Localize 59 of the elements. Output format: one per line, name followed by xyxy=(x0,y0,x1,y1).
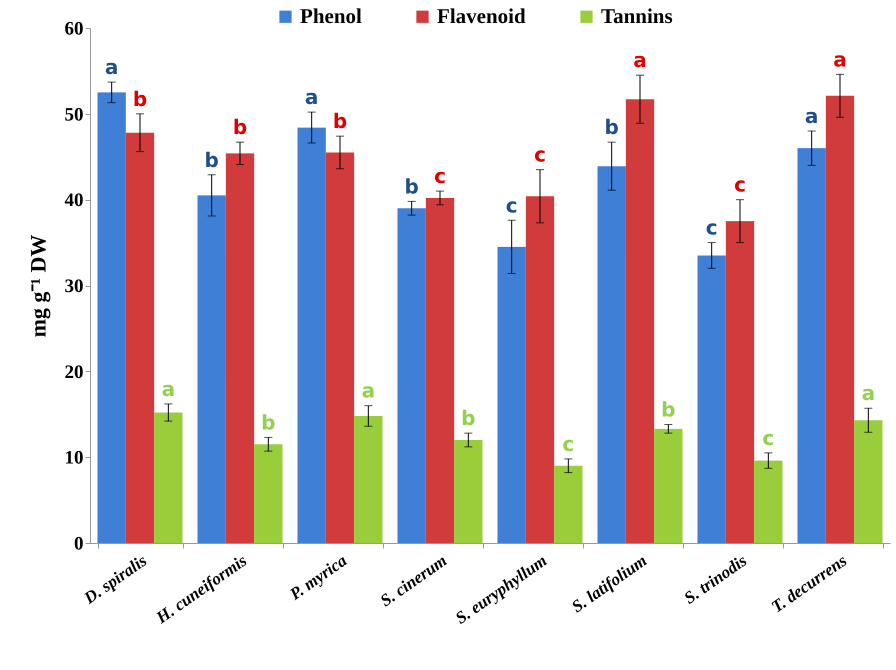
data-label: a xyxy=(304,85,318,110)
bar xyxy=(498,246,526,543)
data-label: b xyxy=(204,148,219,172)
data-label: b xyxy=(461,406,476,430)
y-axis-title: mg g⁻¹ DW xyxy=(26,234,50,338)
data-label: c xyxy=(762,426,774,450)
y-tick-label: 40 xyxy=(64,190,84,212)
data-label: a xyxy=(162,376,176,401)
bar xyxy=(598,166,626,543)
bar xyxy=(854,420,882,543)
data-label: c xyxy=(562,432,574,456)
legend-label: Phenol xyxy=(300,4,362,28)
data-label: a xyxy=(804,104,818,128)
y-tick-label: 10 xyxy=(64,448,84,469)
data-label: b xyxy=(132,86,148,111)
data-label: a xyxy=(833,47,847,72)
bar xyxy=(826,96,854,543)
data-label: a xyxy=(104,55,118,80)
bar xyxy=(354,416,382,543)
data-label: b xyxy=(604,115,619,140)
bar xyxy=(298,128,326,543)
y-tick-label: 30 xyxy=(64,276,84,297)
legend-label: Tannins xyxy=(601,4,673,28)
y-tick-label: 0 xyxy=(74,534,84,554)
data-label: c xyxy=(734,172,746,197)
y-tick-label: 60 xyxy=(64,18,84,40)
bar xyxy=(654,428,682,543)
bar xyxy=(554,466,582,543)
legend-label: Flavenoid xyxy=(437,4,526,28)
bar xyxy=(754,460,782,543)
data-label: a xyxy=(362,378,376,403)
data-label: b xyxy=(332,109,348,134)
data-label: b xyxy=(232,115,248,140)
data-label: a xyxy=(633,48,647,72)
bar xyxy=(254,444,282,543)
bar xyxy=(454,440,482,543)
data-label: a xyxy=(862,381,876,406)
y-tick-label: 50 xyxy=(64,104,84,126)
data-label: b xyxy=(261,410,276,434)
data-label: b xyxy=(404,174,419,198)
data-label: c xyxy=(534,142,546,167)
y-tick-label: 20 xyxy=(64,362,84,383)
bar xyxy=(126,132,154,543)
bar xyxy=(98,92,126,543)
bar xyxy=(626,99,654,543)
bar xyxy=(154,412,182,543)
bar xyxy=(726,221,754,543)
data-label: c xyxy=(434,164,446,188)
data-label: b xyxy=(661,398,676,422)
bar xyxy=(198,195,226,543)
bar xyxy=(398,208,426,543)
bar xyxy=(326,152,354,543)
bar xyxy=(226,153,254,543)
bar xyxy=(798,148,826,543)
bar xyxy=(526,196,554,543)
bar xyxy=(426,198,454,543)
data-label: c xyxy=(706,216,718,240)
bar xyxy=(698,255,726,543)
data-label: c xyxy=(506,193,518,218)
